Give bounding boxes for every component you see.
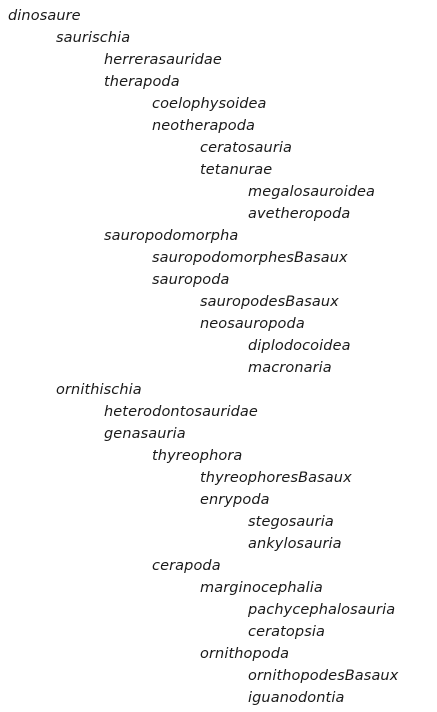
tree-node: therapoda: [104, 74, 180, 90]
tree-node: ceratopsia: [248, 624, 325, 640]
tree-node: diplodocoidea: [248, 338, 351, 354]
tree-node: ankylosauria: [248, 536, 342, 552]
tree-node: macronaria: [248, 360, 332, 376]
tree-node: sauropodomorpha: [104, 228, 239, 244]
tree-node: sauropoda: [152, 272, 230, 288]
tree-node: ornithopoda: [200, 646, 290, 662]
tree-node: neotherapoda: [152, 118, 255, 134]
tree-node: ornithopodesBasaux: [248, 668, 399, 684]
tree-node: marginocephalia: [200, 580, 323, 596]
tree-node: cerapoda: [152, 558, 221, 574]
tree-node: genasauria: [104, 426, 186, 442]
tree-node: sauropodesBasaux: [200, 294, 339, 310]
tree-node: enrypoda: [200, 492, 270, 508]
tree-node: thyreophoresBasaux: [200, 470, 352, 486]
tree-node: megalosauroidea: [248, 184, 376, 200]
tree-node: herrerasauridae: [104, 52, 222, 68]
tree-node: coelophysoidea: [152, 96, 267, 112]
tree-node: avetheropoda: [248, 206, 351, 222]
tree-node: neosauropoda: [200, 316, 305, 332]
tree-node: sauropodomorphesBasaux: [152, 250, 348, 266]
tree-node: pachycephalosauria: [248, 602, 396, 618]
tree-node: tetanurae: [200, 162, 273, 178]
tree-node: iguanodontia: [248, 690, 345, 706]
tree-node: heterodontosauridae: [104, 404, 258, 420]
tree-node: ornithischia: [56, 382, 142, 398]
tree-node: saurischia: [56, 30, 131, 46]
tree-node: thyreophora: [152, 448, 243, 464]
tree-node: dinosaure: [8, 8, 81, 24]
tree-node: stegosauria: [248, 514, 334, 530]
tree-node: ceratosauria: [200, 140, 293, 156]
